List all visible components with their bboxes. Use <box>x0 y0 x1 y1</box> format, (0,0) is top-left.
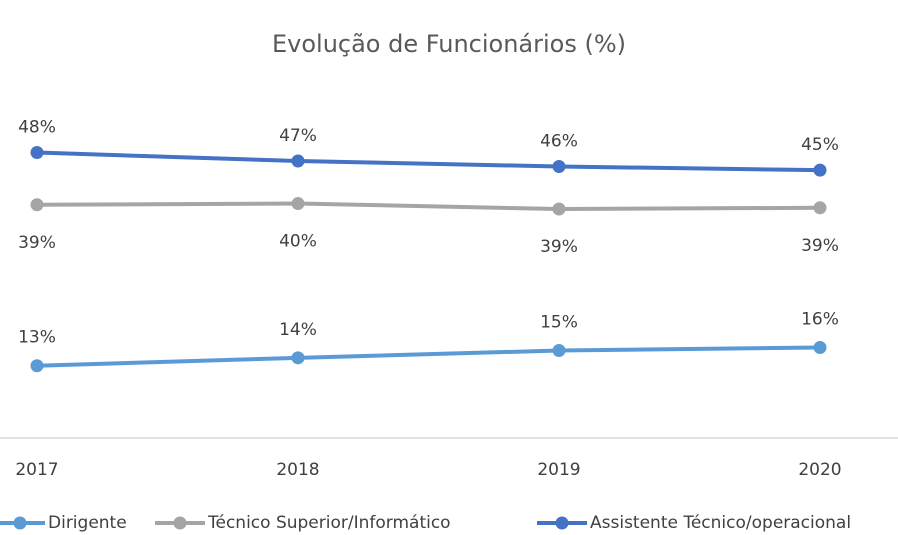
legend-marker <box>13 516 27 530</box>
marker <box>813 340 827 354</box>
legend-label: Técnico Superior/Informático <box>207 513 451 533</box>
marker <box>552 159 566 173</box>
x-tick-label: 2020 <box>798 460 841 480</box>
marker <box>291 197 305 211</box>
chart-title: Evolução de Funcionários (%) <box>272 30 626 58</box>
data-label: 39% <box>18 233 56 253</box>
line <box>36 345 821 368</box>
marker <box>291 154 305 168</box>
legend-label: Dirigente <box>48 513 127 533</box>
line <box>36 150 821 173</box>
data-label: 16% <box>801 309 839 329</box>
data-label: 46% <box>540 131 578 151</box>
marker <box>30 146 44 160</box>
legend-marker <box>555 516 569 530</box>
x-tick-label: 2019 <box>537 460 580 480</box>
data-label: 39% <box>540 237 578 257</box>
legend-marker <box>173 516 187 530</box>
marker <box>291 351 305 365</box>
marker <box>30 359 44 373</box>
marker <box>30 198 44 212</box>
data-label: 40% <box>279 232 317 252</box>
marker <box>813 201 827 215</box>
data-label: 48% <box>18 118 56 138</box>
data-label: 13% <box>18 328 56 348</box>
line <box>36 201 821 212</box>
data-label: 47% <box>279 126 317 146</box>
x-tick-label: 2018 <box>276 460 319 480</box>
legend-label: Assistente Técnico/operacional <box>590 513 851 533</box>
data-label: 39% <box>801 236 839 256</box>
data-label: 14% <box>279 320 317 340</box>
x-tick-label: 2017 <box>15 460 58 480</box>
data-label: 15% <box>540 313 578 333</box>
marker <box>552 202 566 216</box>
marker <box>552 344 566 358</box>
marker <box>813 163 827 177</box>
data-label: 45% <box>801 135 839 155</box>
